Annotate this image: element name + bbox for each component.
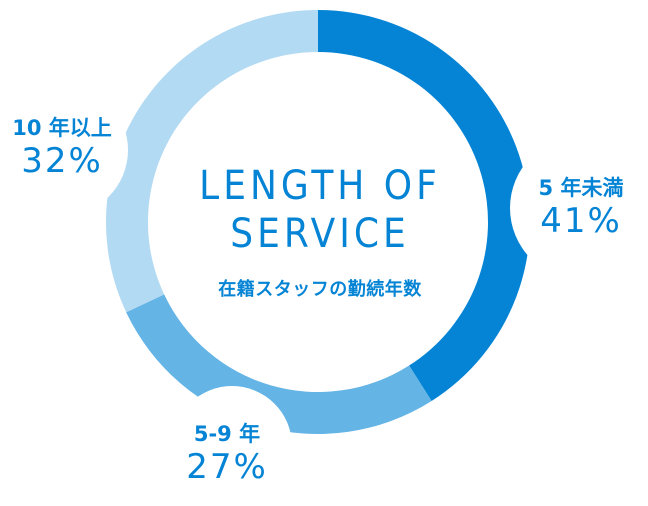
category-label-10-plus-years: 10 年以上 [12, 116, 112, 140]
category-label-under-5-years: 5 年未満 [538, 176, 624, 200]
label-10-plus-years: 10 年以上 32% [0, 116, 124, 182]
value-label-10-plus-years: 32% [21, 141, 103, 182]
category-label-5-9-years: 5-9 年 [193, 422, 261, 446]
label-notches [0, 84, 648, 506]
notch-under-5-years [510, 136, 648, 280]
slice-10-plus-years [106, 10, 318, 313]
chart-subtitle: 在籍スタッフの勤続年数 [218, 279, 422, 300]
notch-10-plus-years [0, 84, 128, 216]
value-label-under-5-years: 41% [540, 201, 622, 242]
notch-5-9-years [172, 386, 292, 506]
label-5-9-years: 5-9 年 27% [172, 422, 282, 488]
label-under-5-years: 5 年未満 41% [518, 176, 644, 242]
chart-title-line-2: SERVICE [230, 211, 410, 257]
slice-under-5-years [318, 10, 531, 401]
value-label-5-9-years: 27% [186, 447, 268, 488]
chart-title-line-1: LENGTH OF [199, 163, 441, 209]
